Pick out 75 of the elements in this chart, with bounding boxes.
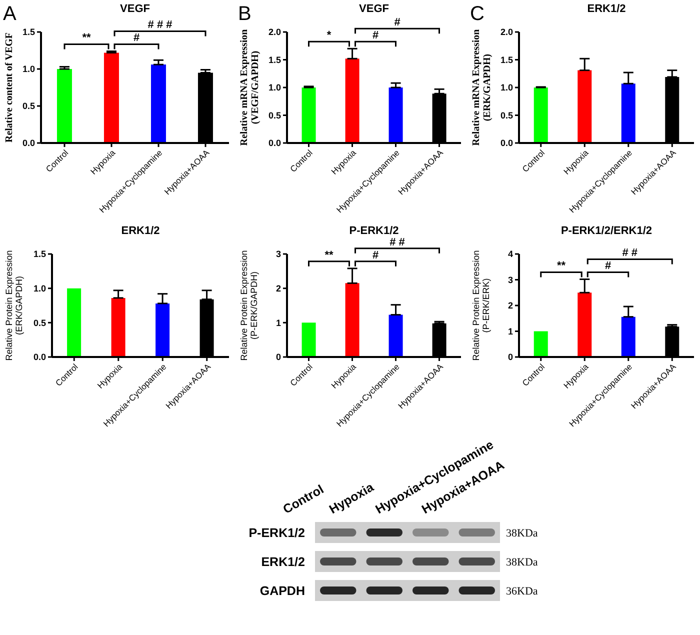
y-tick-label: 1	[276, 318, 281, 328]
y-axis-title: Relative Protein Expression (P-ERK/ERK)	[471, 250, 492, 361]
text: # #	[390, 236, 405, 248]
text: #	[394, 16, 400, 29]
y-tick-label: 0.5	[268, 110, 281, 120]
annotation: #	[372, 30, 379, 42]
text: A	[3, 3, 17, 25]
y-axis-title: Relative Protein Expression (ERK/GAPDH)	[4, 250, 24, 361]
annotation: #	[133, 32, 140, 44]
y-tick-label: 1.0	[268, 82, 281, 93]
annotation: **	[82, 32, 92, 44]
category-label: 38KDa	[506, 528, 538, 540]
bar	[388, 314, 403, 357]
bar	[156, 303, 170, 357]
annotation: **	[324, 249, 334, 262]
y-tick-label: 3	[276, 249, 281, 260]
bar	[345, 283, 360, 357]
y-tick-label: 1.5	[33, 249, 46, 260]
bar	[388, 88, 403, 143]
text: C	[470, 3, 484, 25]
category-label: 36KDa	[506, 586, 538, 598]
bar	[534, 331, 548, 357]
category-label: 38KDa	[506, 556, 538, 568]
y-tick-label: 0	[276, 352, 281, 362]
y-axis-title: Relative Protein Expression (P-ERK/GAPDH)	[239, 250, 260, 361]
y-tick-label: 3	[508, 274, 513, 285]
chart-title: VEGF	[120, 3, 150, 15]
y-tick-label: 0.5	[33, 318, 46, 328]
y-tick-label: 0.0	[268, 138, 281, 148]
annotation: #	[372, 249, 379, 262]
y-tick-label: 2.0	[500, 27, 513, 38]
chart-title: ERK1/2	[121, 225, 160, 237]
y-axis-title: Relative mRNA Expression (ERK/GAPDH)	[471, 28, 493, 146]
y-tick-label: 0.0	[500, 138, 513, 148]
chart-title: ERK1/2	[587, 3, 626, 15]
bar	[621, 316, 636, 357]
chart-title: VEGF	[359, 3, 390, 15]
annotation: *	[326, 30, 332, 42]
text: B	[238, 3, 252, 25]
y-tick-label: 0.5	[22, 101, 35, 112]
bar	[345, 58, 360, 143]
y-tick-label: 1	[508, 326, 513, 336]
chart-title: P-ERK1/2/ERK1/2	[560, 225, 652, 237]
y-axis-title: Relative content of VEGF	[4, 32, 15, 143]
annotation: # #	[622, 247, 638, 260]
y-tick-label: 1.0	[500, 82, 513, 93]
bar	[302, 322, 316, 357]
y-axis-title: Relative mRNA Expression (VEGF/GAPDH)	[239, 28, 261, 146]
bar	[56, 69, 72, 143]
bar	[104, 52, 119, 143]
y-tick-label: 2.0	[268, 27, 281, 38]
y-tick-label: 0.5	[500, 110, 513, 120]
bar	[302, 88, 316, 143]
y-tick-label: 0.0	[22, 138, 35, 148]
text: # # #	[148, 19, 172, 32]
bar	[578, 292, 592, 357]
annotation: #	[604, 260, 612, 272]
annotation: **	[556, 260, 566, 272]
bar	[67, 288, 82, 357]
chart-title: P-ERK1/2	[349, 225, 399, 237]
y-tick-label: 2	[508, 300, 513, 311]
y-tick-label: 1.5	[268, 54, 281, 65]
bar	[150, 64, 166, 143]
y-tick-label: 1.5	[22, 27, 35, 38]
y-tick-label: 1.5	[500, 54, 513, 65]
y-tick-label: 4	[508, 249, 513, 260]
y-tick-label: 0	[508, 352, 513, 362]
y-tick-label: 2	[276, 284, 281, 294]
category-label: ERK1/2	[261, 555, 305, 569]
y-tick-label: 1.0	[33, 284, 46, 294]
category-label: P-ERK1/2	[248, 526, 305, 540]
bar	[111, 298, 126, 357]
y-tick-label: 1.0	[22, 64, 35, 74]
y-tick-label: 0.0	[33, 352, 46, 362]
category-label: GAPDH	[260, 584, 305, 598]
